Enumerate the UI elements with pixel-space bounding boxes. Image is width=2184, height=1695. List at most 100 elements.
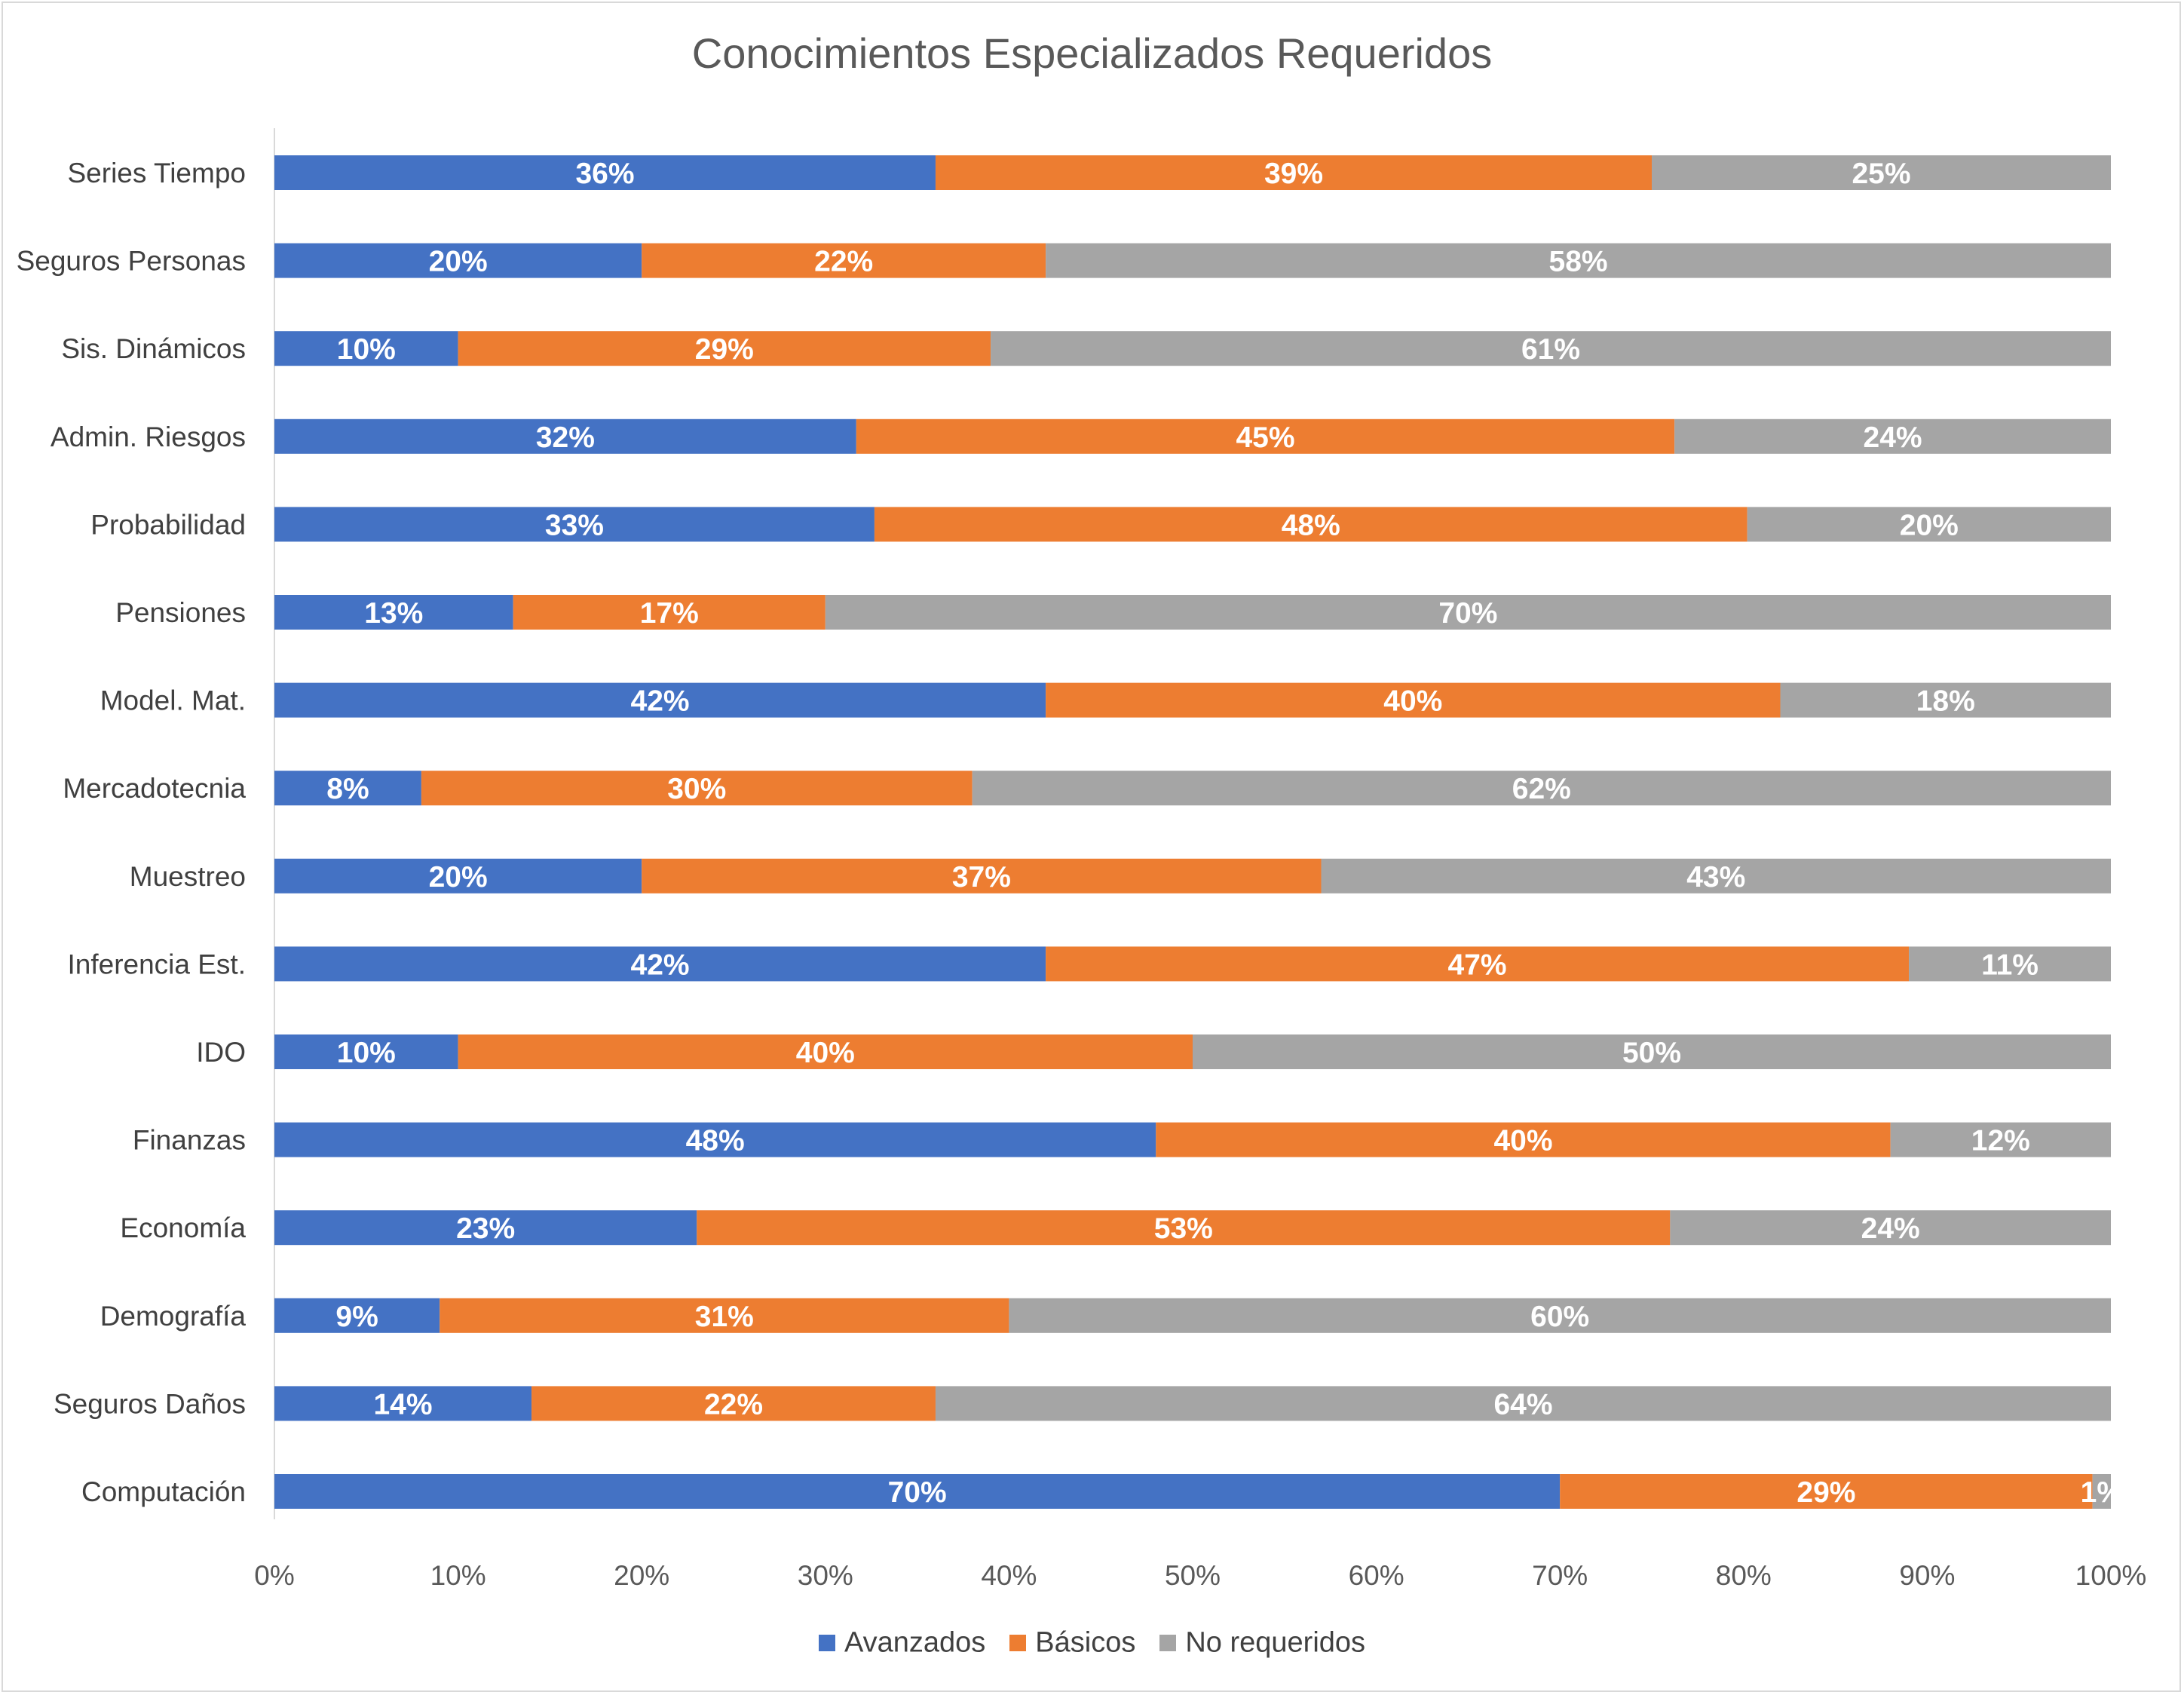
category-label: Admin. Riesgos (51, 421, 246, 452)
bar-segment (274, 418, 856, 454)
bar-segment (1046, 946, 1910, 982)
bar-segment (874, 507, 1748, 542)
data-label: 20% (429, 861, 488, 893)
x-tick-label: 50% (1165, 1560, 1221, 1591)
bar-segment (1321, 858, 2111, 893)
x-tick-label: 30% (798, 1560, 853, 1591)
bar-segment (274, 1298, 440, 1333)
data-label: 10% (337, 333, 396, 366)
data-label: 64% (1493, 1388, 1552, 1421)
category-label: Computación (81, 1476, 246, 1507)
bar-segment (513, 595, 826, 630)
legend-item: No requeridos (1159, 1626, 1365, 1659)
x-tick-label: 70% (1532, 1560, 1588, 1591)
data-label: 70% (1438, 597, 1497, 630)
bar-segment (935, 155, 1652, 190)
bar-segment (856, 418, 1675, 454)
bar-segment (991, 331, 2111, 366)
bar-segment (274, 771, 421, 806)
data-label: 40% (796, 1037, 855, 1069)
data-label: 70% (888, 1476, 947, 1509)
x-tick-label: 10% (430, 1560, 486, 1591)
data-label: 33% (545, 509, 604, 541)
data-label: 29% (1797, 1476, 1855, 1509)
category-label: Inferencia Est. (67, 949, 246, 979)
legend-swatch (818, 1634, 835, 1651)
x-tick-label: 40% (981, 1560, 1037, 1591)
bar-segment (972, 771, 2111, 806)
legend-item: Básicos (1009, 1626, 1135, 1659)
bar-segment (274, 243, 642, 278)
bar-segment (642, 858, 1322, 893)
legend-label: Avanzados (844, 1626, 986, 1659)
data-label: 62% (1512, 773, 1571, 805)
legend-swatch (1159, 1634, 1177, 1651)
chart-legend: Avanzados Básicos No requeridos (0, 1625, 2184, 1659)
bar-segment (274, 331, 458, 366)
data-label: 18% (1916, 685, 1975, 718)
category-label: Series Tiempo (68, 158, 247, 189)
data-label: 32% (536, 421, 595, 454)
data-label: 61% (1521, 333, 1580, 366)
data-label: 14% (373, 1388, 432, 1421)
bar-segment (531, 1386, 936, 1421)
x-tick-label: 0% (254, 1560, 294, 1591)
x-tick-label: 100% (2075, 1560, 2147, 1591)
bar-segment (642, 243, 1046, 278)
data-label: 20% (1900, 509, 1959, 541)
data-label: 23% (456, 1212, 515, 1245)
bar-segment (935, 1386, 2111, 1421)
bar-segment (2092, 1474, 2111, 1509)
category-label: Demografía (100, 1301, 247, 1332)
legend-label: Básicos (1035, 1626, 1136, 1659)
bar-segment (1193, 1034, 2111, 1069)
data-label: 43% (1686, 861, 1745, 893)
bar-segment (1890, 1122, 2111, 1157)
data-label: 13% (364, 597, 423, 630)
data-label: 48% (1282, 509, 1340, 541)
bar-segment (274, 1034, 458, 1069)
bar-segment (440, 1298, 1009, 1333)
data-label: 50% (1622, 1037, 1681, 1069)
data-label: 60% (1530, 1301, 1589, 1333)
legend-label: No requeridos (1185, 1626, 1366, 1659)
bar-segment (458, 331, 991, 366)
data-label: 37% (952, 861, 1011, 893)
bar-segment (274, 507, 875, 542)
bar-segment (274, 1474, 1561, 1509)
data-label: 40% (1493, 1125, 1552, 1157)
data-label: 17% (640, 597, 699, 630)
data-label: 47% (1448, 949, 1507, 981)
data-label: 20% (429, 246, 488, 278)
category-label: Finanzas (133, 1125, 246, 1156)
bar-segment (1909, 946, 2111, 982)
data-label: 30% (667, 773, 726, 805)
x-tick-label: 20% (614, 1560, 669, 1591)
x-tick-label: 80% (1716, 1560, 1772, 1591)
data-label: 1% (2081, 1476, 2123, 1509)
bar-segment (274, 858, 642, 893)
bar-segment (1046, 243, 2111, 278)
data-label: 11% (1981, 949, 2039, 981)
legend-item: Avanzados (818, 1626, 986, 1659)
data-label: 24% (1861, 1212, 1920, 1245)
category-label: Muestreo (130, 861, 246, 892)
data-label: 58% (1549, 246, 1608, 278)
data-label: 36% (575, 158, 634, 190)
bar-segment (1046, 682, 1781, 718)
category-label: Probabilidad (90, 509, 246, 540)
category-label: Model. Mat. (100, 685, 246, 716)
bar-segment (1670, 1210, 2111, 1246)
data-label: 31% (695, 1301, 754, 1333)
bar-segment (1780, 682, 2111, 718)
bar-segment (274, 1210, 697, 1246)
data-label: 42% (631, 685, 690, 718)
bar-segment (1674, 418, 2111, 454)
category-label: Seguros Personas (17, 246, 246, 277)
category-label: Seguros Daños (54, 1388, 246, 1419)
bar-segment (274, 1386, 532, 1421)
data-label: 24% (1864, 421, 1922, 454)
data-label: 25% (1852, 158, 1910, 190)
bar-segment (274, 946, 1046, 982)
bar-segment (274, 155, 936, 190)
